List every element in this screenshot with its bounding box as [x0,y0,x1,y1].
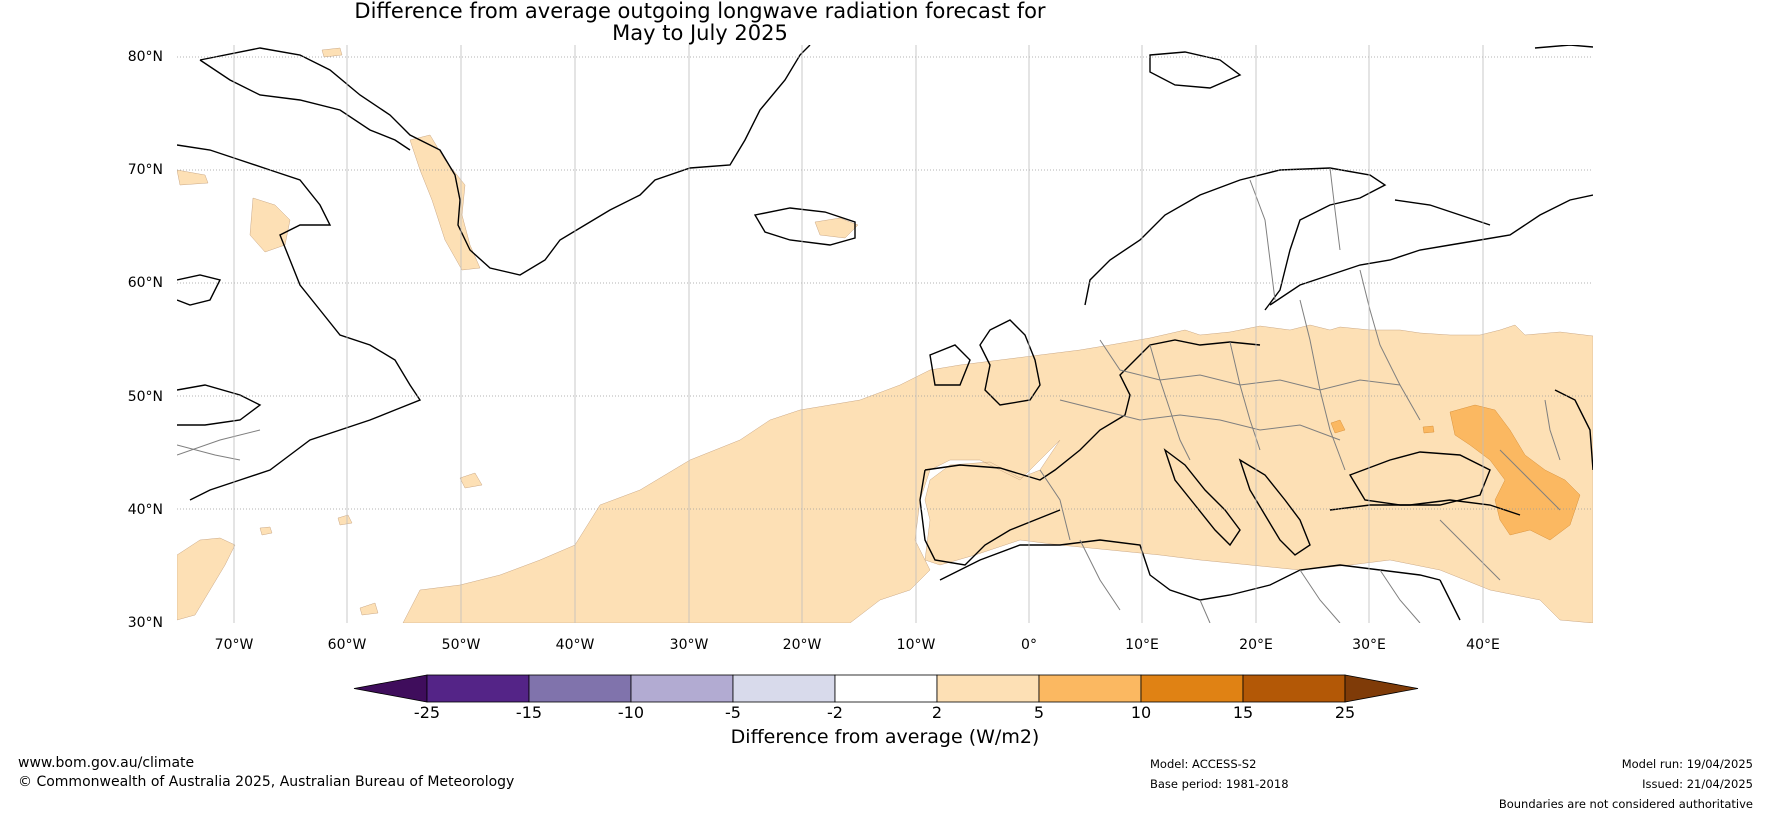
anomaly-region-2-5-west [177,537,236,621]
lat-label: 40°N [128,502,163,518]
anomaly-patch [814,217,859,239]
lat-label: 70°N [128,162,163,178]
copyright-notice: © Commonwealth of Australia 2025, Austra… [18,774,515,790]
anomaly-patch [459,472,483,489]
colorbar-extension-high [1344,674,1419,703]
lon-label: 60°W [328,637,367,653]
colorbar-segment [1038,674,1142,703]
map-title-line-2: May to July 2025 [612,21,788,45]
lon-label: 10°W [897,637,936,653]
colorbar-segment [1242,674,1346,703]
country-borders [177,167,1561,623]
colorbar-segment [528,674,632,703]
lon-label: 30°E [1352,637,1386,653]
lat-label: 50°N [128,389,163,405]
colorbar-tick-label: -2 [827,703,843,722]
colorbar-tick-label: 10 [1131,703,1151,722]
colorbar-tick-label: 25 [1335,703,1355,722]
lat-label: 30°N [128,615,163,631]
model-name: Model: ACCESS-S2 [1150,757,1257,771]
lon-label: 40°E [1466,637,1500,653]
anomaly-patch [359,602,379,616]
anomaly-region-2-5 [402,324,1593,623]
anomaly-patch [337,514,353,526]
colorbar-tick-label: 15 [1233,703,1253,722]
colorbar-tick-label: 2 [932,703,942,722]
anomaly-region-5-10 [1449,404,1581,541]
anomaly-patch [249,197,291,253]
colorbar-segment [630,674,734,703]
lat-label: 80°N [128,49,163,65]
lon-label: 10°E [1125,637,1159,653]
anomaly-region-5-10 [1422,425,1435,434]
colorbar-segment [834,674,938,703]
lon-label: 20°E [1239,637,1273,653]
lon-label: 30°W [670,637,709,653]
colorbar-tick-label: -25 [414,703,440,722]
colorbar-segment [426,674,530,703]
lon-label: 40°W [556,637,595,653]
website-link[interactable]: www.bom.gov.au/climate [18,755,195,771]
lon-label: 0° [1021,637,1037,653]
lon-label: 70°W [215,637,254,653]
anomaly-patch [321,47,343,58]
colorbar-segment [1140,674,1244,703]
anomaly-patch [177,169,209,186]
lon-label: 20°W [783,637,822,653]
colorbar-tick-label: -5 [725,703,741,722]
colorbar-label: Difference from average (W/m2) [730,726,1040,748]
lat-label: 60°N [128,275,163,291]
map-title-line-1: Difference from average outgoing longwav… [354,0,1046,23]
colorbar-extension-low [353,674,428,703]
issued-date: Issued: 21/04/2025 [1642,777,1753,791]
lon-label: 50°W [442,637,481,653]
colorbar-segment [732,674,836,703]
colorbar-segment [936,674,1040,703]
anomaly-patch [409,134,481,271]
model-run-date: Model run: 19/04/2025 [1621,757,1753,771]
colorbar-tick-label: -15 [516,703,542,722]
boundary-disclaimer: Boundaries are not considered authoritat… [1498,797,1753,811]
colorbar: -25 -15 -10 -5 -2 2 5 10 15 25 [353,674,1419,722]
colorbar-tick-label: 5 [1034,703,1044,722]
map-gridlines [177,45,1593,623]
anomaly-patch [259,526,273,536]
colorbar-tick-label: -10 [618,703,644,722]
anomaly-region-5-10 [1330,419,1346,434]
base-period: Base period: 1981-2018 [1150,777,1289,791]
